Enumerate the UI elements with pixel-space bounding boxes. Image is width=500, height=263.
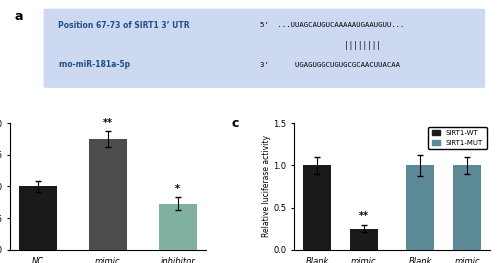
Bar xyxy=(89,139,127,250)
Text: ||||||||: |||||||| xyxy=(344,41,380,50)
Text: **: ** xyxy=(103,118,113,128)
Text: **: ** xyxy=(359,211,369,221)
Bar xyxy=(453,165,481,250)
Bar xyxy=(19,186,58,250)
Bar xyxy=(303,165,331,250)
Bar xyxy=(406,165,434,250)
Bar xyxy=(350,229,378,250)
Text: c: c xyxy=(232,117,239,130)
Text: 3’      UGAGUGGCUGUGCGCAACUUACAA: 3’ UGAGUGGCUGUGCGCAACUUACAA xyxy=(260,62,400,68)
Bar xyxy=(158,204,197,250)
Text: Position 67-73 of SIRT1 3’ UTR: Position 67-73 of SIRT1 3’ UTR xyxy=(58,21,190,30)
Text: 5’  ...UUAGCAUGUCAAAAAUGAAUGUU...: 5’ ...UUAGCAUGUCAAAAAUGAAUGUU... xyxy=(260,22,404,28)
Text: *: * xyxy=(176,184,180,194)
Text: a: a xyxy=(15,10,24,23)
Text: rno-miR-181a-5p: rno-miR-181a-5p xyxy=(58,60,130,69)
FancyBboxPatch shape xyxy=(44,9,485,88)
Legend: SIRT1-WT, SIRT1-MUT: SIRT1-WT, SIRT1-MUT xyxy=(428,127,486,149)
Y-axis label: Relative luciferase activity: Relative luciferase activity xyxy=(262,135,270,237)
